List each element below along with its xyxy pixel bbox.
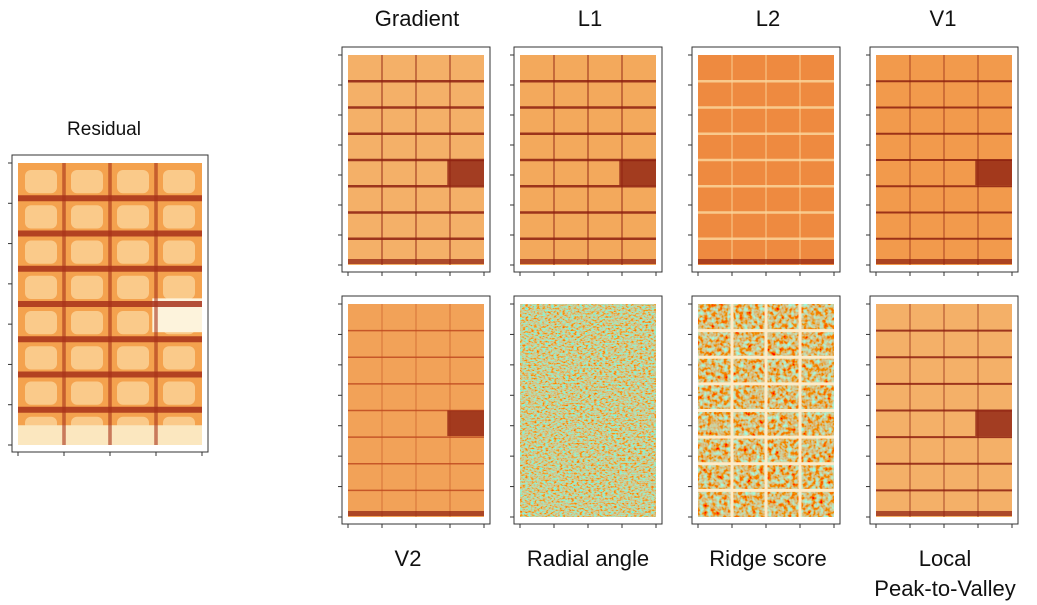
defect	[975, 160, 1012, 186]
panel-label: V2	[395, 546, 422, 571]
edge-band	[520, 259, 656, 264]
tile	[163, 170, 195, 194]
panel-label: Gradient	[375, 6, 459, 31]
panel: Ridge score	[688, 295, 841, 571]
tile	[25, 240, 57, 264]
tile	[25, 311, 57, 335]
panel: V2	[338, 295, 491, 571]
panel: Residual	[8, 119, 209, 456]
edge-band	[876, 259, 1012, 264]
tile	[25, 381, 57, 405]
panel-label: Local	[919, 546, 972, 571]
heatmap	[520, 304, 656, 517]
tile	[25, 205, 57, 229]
tile	[163, 240, 195, 264]
panel-label: V1	[930, 6, 957, 31]
panel: L2	[688, 6, 841, 276]
tile	[117, 205, 149, 229]
tile	[117, 240, 149, 264]
panel: Gradient	[338, 6, 491, 276]
tile	[117, 311, 149, 335]
panel-label: Peak-to-Valley	[874, 576, 1015, 601]
panel: Radial angle	[510, 295, 663, 571]
defect	[447, 410, 484, 437]
panel-label: Residual	[67, 119, 141, 140]
tile	[117, 170, 149, 194]
defect	[619, 160, 656, 186]
tile	[163, 275, 195, 299]
panel: V1	[866, 6, 1019, 276]
panel: Local Peak-to-Valley	[866, 295, 1019, 601]
edge-band	[348, 259, 484, 264]
tile	[71, 275, 103, 299]
tile	[117, 381, 149, 405]
tile	[71, 346, 103, 370]
edge-band	[876, 511, 1012, 516]
panel-label: L1	[578, 6, 602, 31]
tile	[25, 170, 57, 194]
tile	[25, 275, 57, 299]
panel-label: Ridge score	[709, 546, 826, 571]
defect	[975, 410, 1012, 437]
defect	[447, 160, 484, 186]
panel-label: L2	[756, 6, 780, 31]
tile	[117, 275, 149, 299]
edge-band	[698, 259, 834, 264]
panel-label: Radial angle	[527, 546, 649, 571]
tile	[163, 381, 195, 405]
tile	[71, 170, 103, 194]
tile	[71, 381, 103, 405]
tile	[117, 346, 149, 370]
tile	[25, 346, 57, 370]
tile	[71, 311, 103, 335]
tile	[163, 346, 195, 370]
tile	[71, 240, 103, 264]
tile	[163, 205, 195, 229]
tile	[71, 205, 103, 229]
panel: L1	[510, 6, 663, 276]
edge-band	[348, 511, 484, 516]
